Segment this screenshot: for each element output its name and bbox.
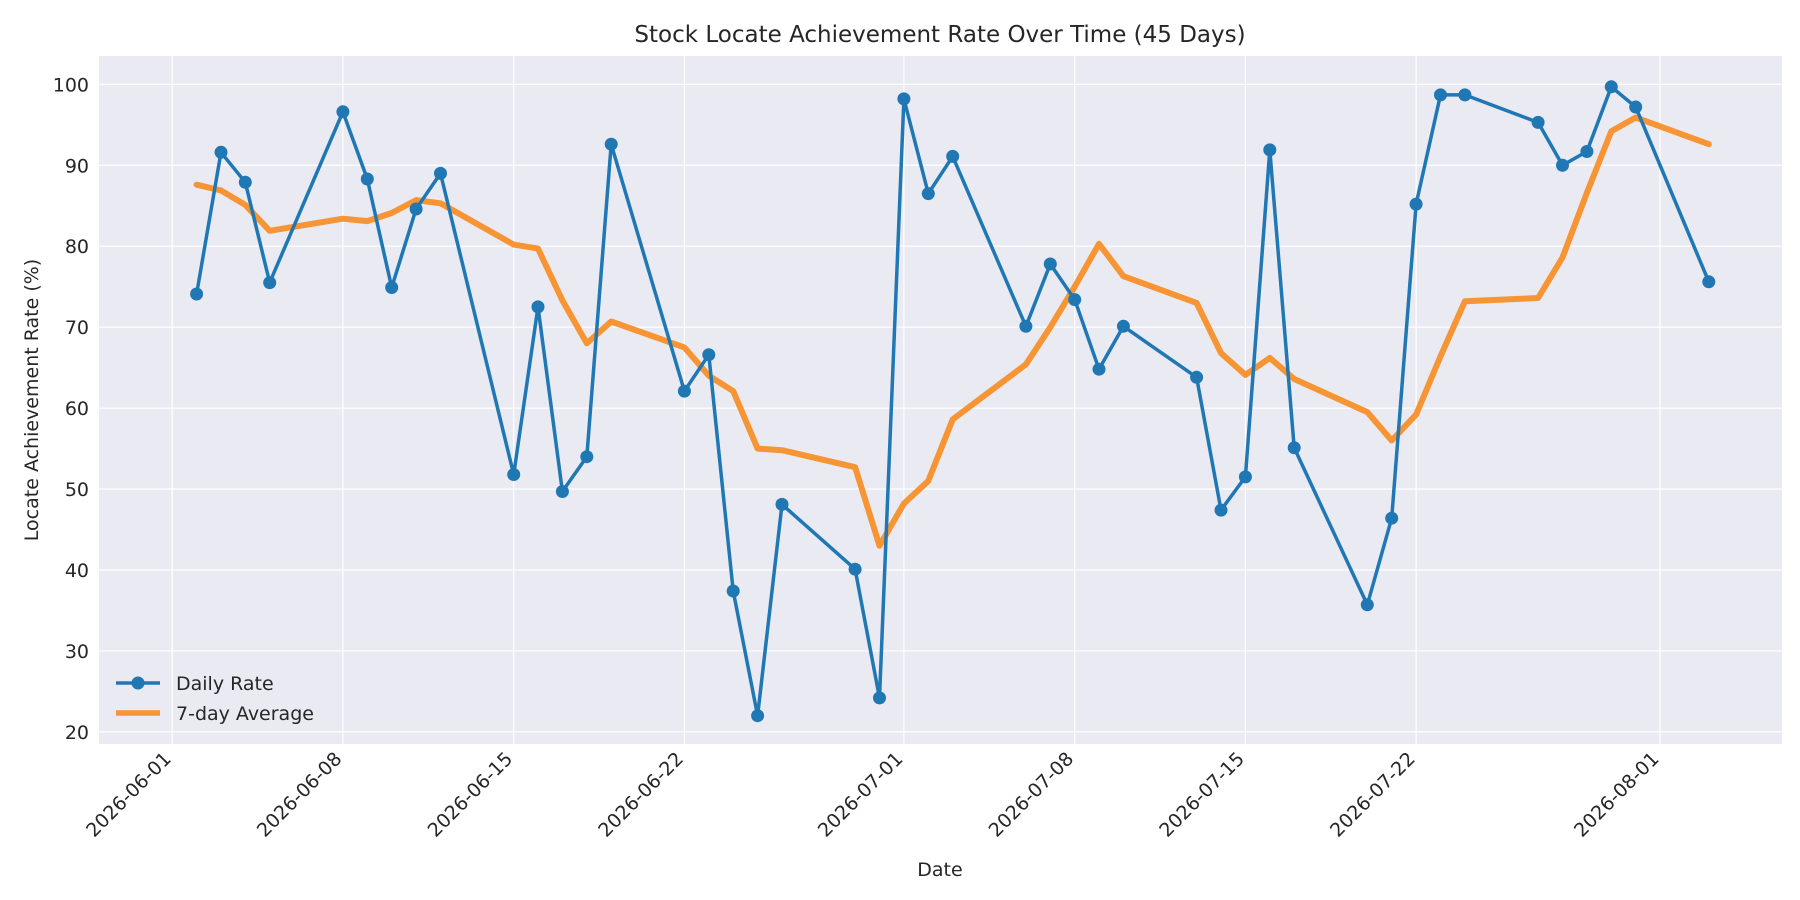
grid-lines bbox=[99, 56, 1782, 744]
data-point bbox=[1531, 115, 1545, 129]
data-point bbox=[1360, 598, 1374, 612]
data-point bbox=[531, 300, 545, 314]
data-point bbox=[848, 562, 862, 576]
data-point bbox=[555, 485, 569, 498]
x-tick-label: 2026-06-22 bbox=[594, 748, 688, 842]
data-point bbox=[751, 709, 765, 723]
x-tick-label: 2026-06-08 bbox=[253, 748, 347, 842]
data-point bbox=[214, 145, 228, 159]
legend: Daily Rate 7-day Average bbox=[116, 673, 314, 725]
data-point bbox=[1458, 88, 1472, 102]
data-point bbox=[238, 175, 252, 189]
x-tick-label: 2026-07-08 bbox=[985, 748, 1079, 842]
y-tick-label: 80 bbox=[65, 236, 89, 258]
data-point bbox=[1629, 100, 1643, 114]
data-point bbox=[1190, 370, 1204, 384]
series-daily-rate bbox=[190, 80, 1716, 723]
legend-label-daily-rate: Daily Rate bbox=[176, 673, 274, 695]
x-axis-label: Date bbox=[917, 859, 962, 881]
data-point bbox=[1019, 319, 1033, 333]
y-tick-label: 20 bbox=[65, 722, 89, 744]
data-point bbox=[1068, 293, 1082, 307]
y-axis-label: Locate Achievement Rate (%) bbox=[21, 259, 43, 541]
x-tick-label: 2026-07-15 bbox=[1155, 748, 1249, 842]
data-point bbox=[190, 287, 204, 301]
series-line-7-day-average bbox=[193, 114, 1712, 549]
data-point bbox=[1214, 503, 1228, 517]
x-tick-label: 2026-08-01 bbox=[1570, 748, 1664, 842]
data-point bbox=[677, 384, 691, 398]
y-tick-label: 90 bbox=[65, 155, 89, 177]
data-point bbox=[604, 137, 618, 151]
data-point bbox=[434, 166, 447, 180]
y-tick-label: 30 bbox=[65, 641, 89, 663]
x-axis-ticks: 2026-06-01 2026-06-08 2026-06-15 2026-06-22… bbox=[82, 748, 1664, 842]
data-point bbox=[1409, 197, 1423, 211]
data-point bbox=[921, 187, 935, 201]
data-point bbox=[1263, 143, 1277, 157]
data-point bbox=[873, 691, 886, 705]
data-point bbox=[580, 450, 594, 464]
chart-title: Stock Locate Achievement Rate Over Time … bbox=[634, 22, 1245, 48]
data-point bbox=[946, 149, 960, 163]
data-point bbox=[1043, 257, 1057, 271]
data-point bbox=[1238, 470, 1252, 484]
data-point bbox=[1116, 319, 1130, 333]
x-tick-label: 2026-07-22 bbox=[1326, 748, 1420, 842]
data-point bbox=[1287, 441, 1301, 455]
legend-marker-daily-rate bbox=[131, 676, 145, 690]
data-point bbox=[1604, 80, 1618, 94]
series-layer bbox=[190, 80, 1716, 723]
legend-label-7-day-average: 7-day Average bbox=[176, 703, 314, 725]
y-tick-label: 70 bbox=[65, 317, 89, 339]
data-point bbox=[726, 584, 740, 598]
y-tick-label: 40 bbox=[65, 560, 89, 582]
data-point bbox=[507, 468, 521, 481]
data-point bbox=[336, 105, 350, 119]
data-point bbox=[409, 202, 423, 216]
series-7-day-average bbox=[193, 114, 1712, 549]
x-tick-label: 2026-07-01 bbox=[814, 748, 908, 842]
data-point bbox=[263, 276, 277, 290]
y-tick-label: 100 bbox=[53, 74, 89, 96]
y-tick-label: 50 bbox=[65, 479, 89, 501]
data-point bbox=[1702, 275, 1716, 289]
x-tick-label: 2026-06-01 bbox=[82, 748, 176, 842]
data-point bbox=[1092, 362, 1106, 376]
y-axis-ticks: 20 30 40 50 60 70 80 90 100 bbox=[53, 74, 89, 744]
data-point bbox=[1385, 511, 1399, 525]
x-tick-label: 2026-06-15 bbox=[424, 748, 518, 842]
data-point bbox=[775, 497, 789, 511]
plot-background bbox=[99, 56, 1782, 744]
y-tick-label: 60 bbox=[65, 398, 89, 420]
data-point bbox=[897, 92, 911, 106]
data-point bbox=[1580, 145, 1594, 158]
data-point bbox=[1434, 88, 1447, 102]
data-point bbox=[385, 281, 399, 294]
data-point bbox=[1556, 158, 1569, 172]
data-point bbox=[702, 348, 716, 362]
data-point bbox=[360, 172, 374, 186]
